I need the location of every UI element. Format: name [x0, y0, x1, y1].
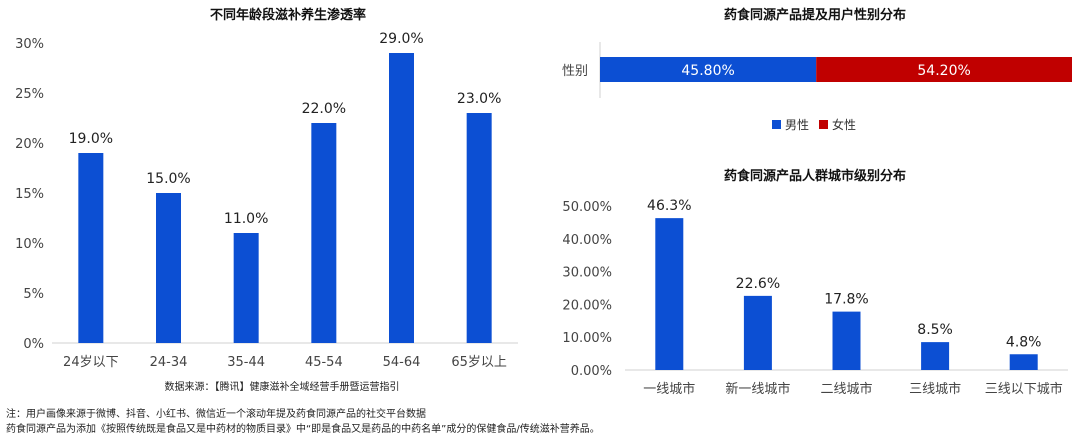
age-bar-value-label: 23.0%	[457, 91, 501, 107]
city-bar-value-label: 8.5%	[917, 322, 953, 338]
city-chart-bars: 46.3% 22.6% 17.8% 8.5% 4.8%	[647, 198, 1041, 370]
city-chart: 药食同源产品人群城市级别分布 0.00% 10.00% 20.00% 30.00% 40…	[562, 168, 1068, 397]
city-x-tick-label: 三线以下城市	[985, 381, 1063, 397]
legend-label-female: 女性	[832, 117, 856, 132]
age-chart: 不同年龄段滋补养生渗透率 0% 5% 10% 15% 20% 25% 30% 19.0% 15…	[15, 7, 518, 393]
gender-bar-segment-male	[600, 57, 817, 82]
age-x-tick-label: 35-44	[227, 355, 265, 370]
city-chart-y-axis: 0.00% 10.00% 20.00% 30.00% 40.00% 50.00%	[562, 200, 612, 379]
gender-category-label: 性别	[562, 64, 588, 79]
gender-segment-value-label: 54.20%	[917, 63, 970, 79]
city-bar-value-label: 46.3%	[647, 198, 691, 214]
city-y-tick-label: 0.00%	[571, 364, 612, 379]
city-bar	[743, 295, 772, 370]
gender-segment-value-label: 45.80%	[681, 63, 734, 79]
gender-legend: 男性 女性	[772, 117, 856, 132]
age-bar	[78, 153, 104, 343]
age-y-tick-label: 10%	[15, 237, 44, 252]
age-x-tick-label: 65岁以上	[451, 355, 507, 370]
city-x-tick-label: 二线城市	[820, 381, 872, 397]
legend-swatch-female	[819, 120, 828, 129]
age-bar	[233, 233, 259, 343]
footnote-line-1: 注：用户画像来源于微博、抖音、小红书、微信近一个滚动年提及药食同源产品的社交平台…	[6, 407, 426, 420]
age-x-tick-label: 24-34	[150, 355, 188, 370]
age-bar-value-label: 15.0%	[146, 171, 190, 187]
city-y-tick-label: 20.00%	[562, 298, 612, 313]
age-bar-value-label: 22.0%	[302, 101, 346, 117]
legend-label-male: 男性	[785, 118, 809, 132]
age-bar	[311, 123, 337, 343]
city-x-tick-label: 新一线城市	[725, 381, 790, 397]
age-bar-value-label: 29.0%	[379, 31, 423, 47]
footnote-line-2: 药食同源产品为添加《按照传统既是食品又是中药材的物质目录》中“即是食品又是药品的…	[6, 422, 600, 435]
city-y-tick-label: 30.00%	[562, 266, 612, 281]
city-y-tick-label: 10.00%	[562, 331, 612, 346]
city-bar	[832, 311, 861, 370]
age-chart-title: 不同年龄段滋补养生渗透率	[210, 7, 366, 23]
city-chart-title: 药食同源产品人群城市级别分布	[724, 168, 906, 184]
age-chart-x-axis: 24岁以下 24-34 35-44 45-54 54-64 65岁以上	[63, 355, 507, 370]
age-bar-value-label: 19.0%	[69, 131, 113, 147]
city-bar-value-label: 17.8%	[824, 292, 868, 308]
city-bar	[1009, 354, 1038, 370]
age-bar-value-label: 11.0%	[224, 211, 268, 227]
age-bar	[156, 193, 181, 343]
age-bar	[389, 53, 414, 343]
city-x-tick-label: 一线城市	[643, 381, 695, 397]
city-bar	[655, 218, 684, 370]
age-x-tick-label: 54-64	[383, 355, 421, 370]
data-source: 数据来源：【腾讯】健康滋补全域经营手册暨运营指引	[165, 380, 400, 393]
gender-chart: 药食同源产品提及用户性别分布 性别 45.80% 54.20% 男性 女性	[562, 7, 1072, 132]
legend-swatch-male	[772, 120, 781, 129]
city-y-tick-label: 50.00%	[562, 200, 612, 215]
age-chart-y-axis: 0% 5% 10% 15% 20% 25% 30%	[15, 37, 44, 352]
gender-bar-segment-female	[816, 57, 1072, 82]
age-y-tick-label: 15%	[15, 187, 44, 202]
city-bar-value-label: 22.6%	[736, 276, 780, 292]
gender-chart-bars: 45.80% 54.20%	[600, 57, 1072, 82]
age-x-tick-label: 45-54	[305, 355, 343, 370]
age-y-tick-label: 5%	[23, 287, 44, 302]
age-x-tick-label: 24岁以下	[63, 355, 119, 370]
city-chart-x-axis: 一线城市 新一线城市 二线城市 三线城市 三线以下城市	[643, 381, 1062, 397]
city-bar-value-label: 4.8%	[1006, 334, 1042, 350]
age-bar	[466, 113, 492, 343]
age-y-tick-label: 20%	[15, 137, 44, 152]
age-y-tick-label: 30%	[15, 37, 44, 52]
age-y-tick-label: 0%	[23, 337, 44, 352]
age-y-tick-label: 25%	[15, 87, 44, 102]
city-bar	[921, 342, 950, 370]
age-chart-bars: 19.0% 15.0% 11.0% 22.0% 29.0% 23.0%	[69, 31, 501, 343]
city-y-tick-label: 40.00%	[562, 233, 612, 248]
gender-chart-title: 药食同源产品提及用户性别分布	[724, 7, 906, 23]
city-x-tick-label: 三线城市	[909, 381, 961, 397]
